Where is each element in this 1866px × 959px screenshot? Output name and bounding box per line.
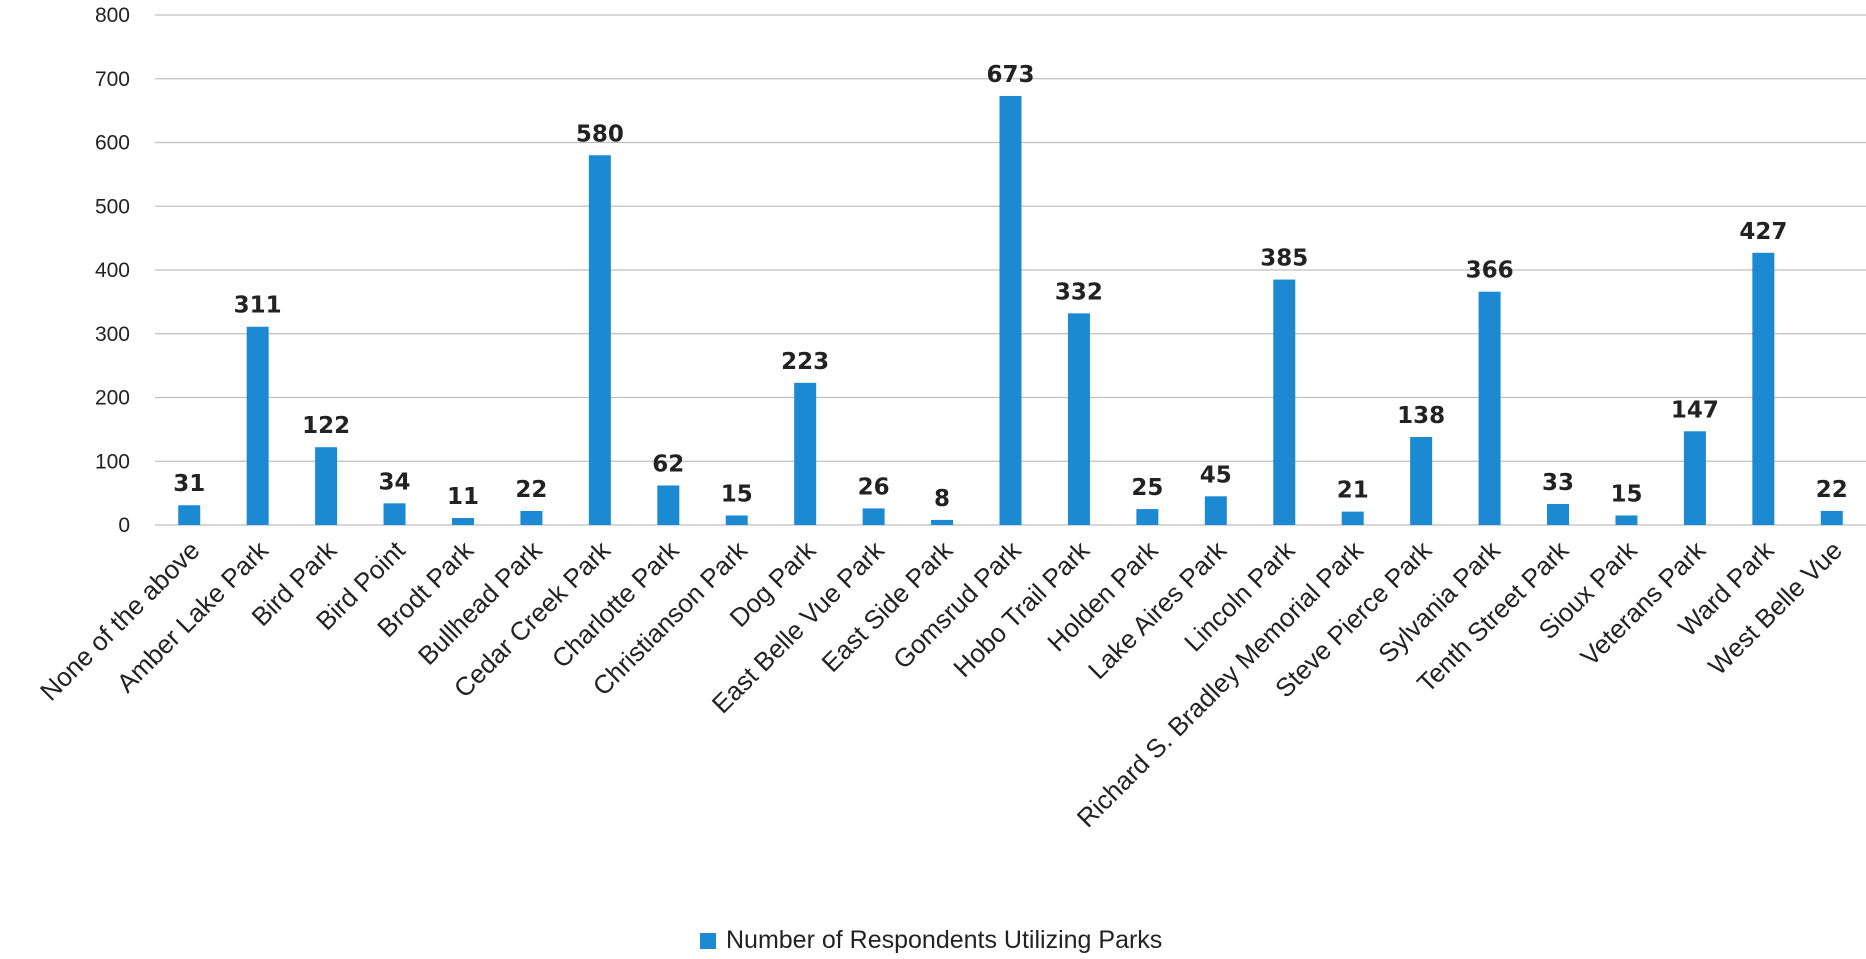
bar <box>451 517 474 525</box>
bar <box>1204 496 1227 525</box>
bar <box>1615 515 1638 525</box>
bar <box>1683 431 1706 525</box>
data-label: 33 <box>1542 470 1574 496</box>
data-label: 385 <box>1260 246 1308 272</box>
y-tick-label: 700 <box>95 68 130 91</box>
data-label: 62 <box>652 451 684 477</box>
data-label: 138 <box>1397 403 1445 429</box>
data-label: 21 <box>1337 478 1369 504</box>
y-tick-label: 400 <box>95 259 130 282</box>
data-label: 366 <box>1466 258 1514 284</box>
legend: Number of Respondents Utilizing Parks <box>700 926 1162 955</box>
bar <box>999 95 1022 526</box>
legend-label: Number of Respondents Utilizing Parks <box>726 926 1163 954</box>
data-label: 311 <box>234 293 282 319</box>
data-label: 332 <box>1055 279 1103 305</box>
data-label: 427 <box>1739 219 1787 245</box>
data-label: 223 <box>781 349 829 375</box>
data-label: 580 <box>576 121 624 147</box>
bar <box>794 382 817 525</box>
bar <box>1547 503 1570 525</box>
bar <box>383 503 406 525</box>
bar <box>862 508 885 525</box>
data-label: 31 <box>173 471 205 497</box>
y-tick-label: 800 <box>95 4 130 27</box>
legend-swatch <box>700 932 716 949</box>
data-label: 25 <box>1131 475 1163 501</box>
data-label: 8 <box>934 486 950 512</box>
bar <box>1067 313 1090 525</box>
data-label: 22 <box>1816 477 1848 503</box>
data-label: 15 <box>1610 481 1642 507</box>
y-tick-label: 200 <box>95 387 130 410</box>
y-tick-label: 0 <box>118 514 130 537</box>
bar <box>931 519 954 525</box>
data-label: 15 <box>721 481 753 507</box>
bar <box>1136 509 1159 525</box>
y-tick-label: 600 <box>95 132 130 155</box>
data-label: 26 <box>858 474 890 500</box>
bar <box>246 326 269 525</box>
y-tick-label: 300 <box>95 323 130 346</box>
bar <box>315 447 338 525</box>
bar <box>520 510 543 525</box>
bar <box>657 485 680 525</box>
bar <box>588 155 611 525</box>
data-label: 34 <box>379 469 411 495</box>
bar <box>1341 511 1364 525</box>
bar <box>1478 291 1501 525</box>
bar <box>1820 510 1843 525</box>
bar <box>725 515 748 525</box>
data-label: 673 <box>986 62 1034 88</box>
y-tick-label: 500 <box>95 195 130 218</box>
bar <box>178 505 201 525</box>
data-label: 22 <box>515 477 547 503</box>
data-label: 45 <box>1200 462 1232 488</box>
data-label: 147 <box>1671 397 1719 423</box>
y-tick-label: 100 <box>95 450 130 473</box>
bar <box>1273 279 1296 525</box>
data-label: 11 <box>447 484 479 510</box>
data-label: 122 <box>302 413 350 439</box>
bar <box>1752 252 1775 525</box>
bar <box>1410 437 1433 525</box>
